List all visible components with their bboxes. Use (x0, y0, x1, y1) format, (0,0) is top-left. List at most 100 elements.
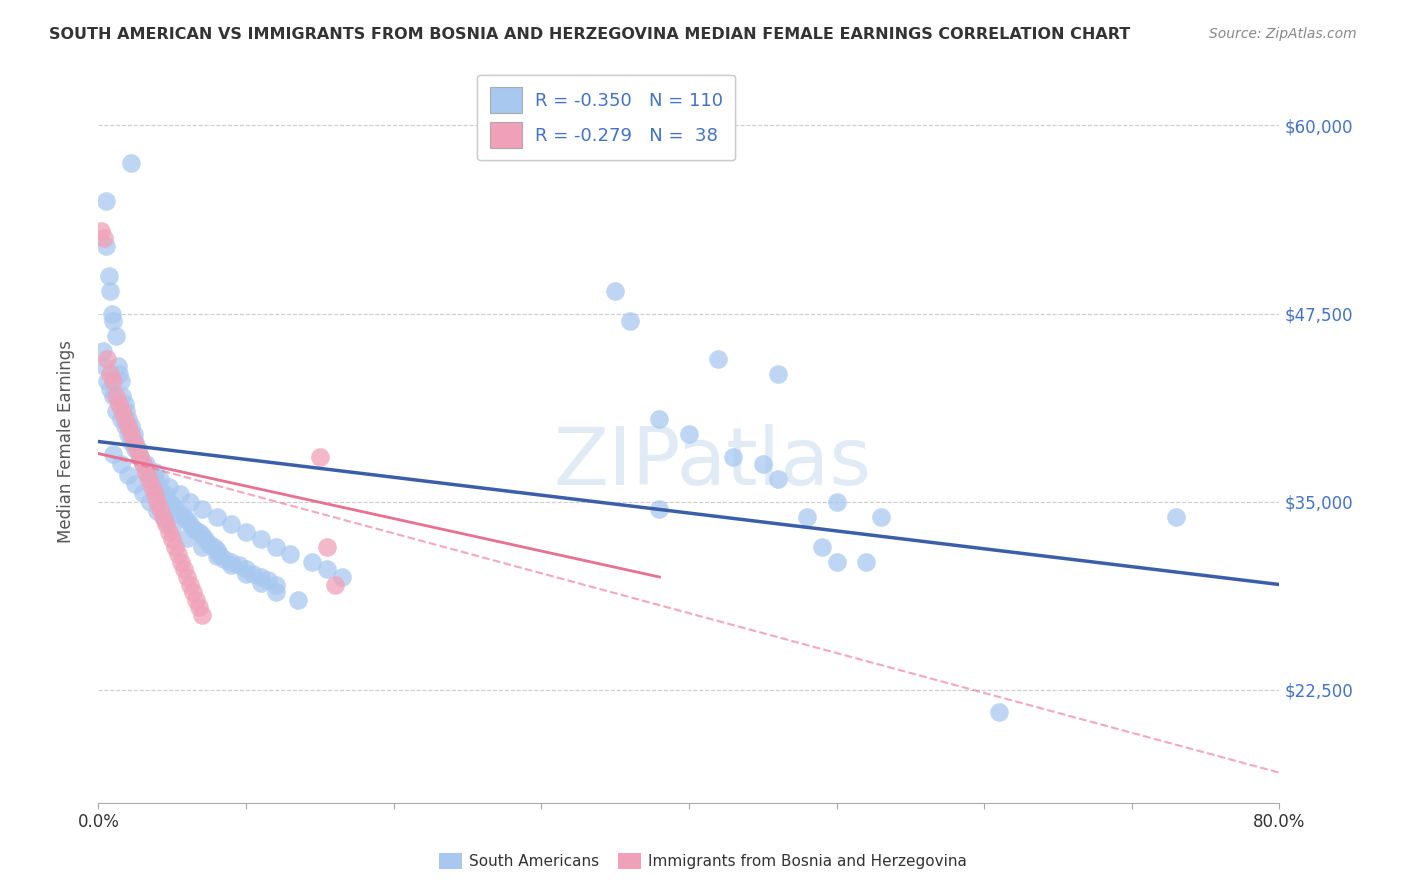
Point (187, 600, 209, 615)
Point (170, 555, 193, 569)
Point (825, 555, 848, 569)
Point (128, 450, 150, 464)
Point (128, 450, 150, 464)
Point (114, 419, 136, 434)
Point (139, 494, 162, 508)
Point (111, 389, 134, 403)
Point (111, 404, 134, 418)
Point (132, 485, 155, 500)
Point (105, 389, 128, 403)
Point (122, 434, 145, 449)
Point (100, 307, 122, 321)
Point (825, 494, 848, 508)
Point (194, 533, 217, 547)
Point (250, 570, 273, 584)
Point (110, 457, 132, 471)
Legend: South Americans, Immigrants from Bosnia and Herzegovina: South Americans, Immigrants from Bosnia … (433, 847, 973, 875)
Point (103, 375, 125, 389)
Point (120, 156, 142, 170)
Point (264, 540, 287, 554)
Text: SOUTH AMERICAN VS IMMIGRANTS FROM BOSNIA AND HERZEGOVINA MEDIAN FEMALE EARNINGS : SOUTH AMERICAN VS IMMIGRANTS FROM BOSNIA… (49, 27, 1130, 42)
Point (146, 504, 169, 518)
Point (257, 573, 280, 587)
Point (250, 576, 273, 591)
Point (157, 494, 180, 508)
Point (212, 552, 235, 566)
Point (96, 375, 118, 389)
Point (184, 592, 207, 607)
Point (146, 480, 169, 494)
Point (97, 268, 120, 283)
Point (179, 577, 201, 591)
Point (108, 367, 131, 381)
Point (120, 427, 142, 442)
Point (153, 487, 176, 501)
Point (149, 502, 172, 516)
Point (796, 509, 818, 524)
Point (870, 509, 893, 524)
Point (162, 498, 183, 512)
Point (191, 540, 214, 554)
Point (157, 524, 180, 539)
Point (165, 502, 187, 516)
Point (316, 562, 339, 576)
Point (301, 555, 323, 569)
Point (120, 419, 142, 434)
Legend: R = -0.350   N = 110, R = -0.279   N =  38: R = -0.350 N = 110, R = -0.279 N = 38 (477, 75, 735, 161)
Point (146, 494, 169, 508)
Y-axis label: Median Female Earnings: Median Female Earnings (56, 340, 75, 543)
Point (103, 446, 125, 460)
Text: Source: ZipAtlas.com: Source: ZipAtlas.com (1209, 27, 1357, 41)
Point (117, 419, 139, 434)
Point (250, 533, 273, 547)
Point (110, 375, 132, 389)
Point (98, 284, 121, 298)
Point (205, 542, 228, 557)
Point (135, 465, 157, 479)
Point (235, 567, 257, 582)
Point (205, 549, 228, 563)
Point (323, 577, 346, 591)
Point (221, 517, 243, 532)
Point (122, 427, 145, 442)
Point (208, 548, 231, 562)
Point (138, 472, 160, 486)
Point (107, 359, 129, 374)
Point (648, 412, 671, 426)
Point (135, 465, 157, 479)
Point (165, 540, 187, 554)
Point (766, 472, 789, 486)
Point (221, 558, 243, 572)
Point (124, 476, 146, 491)
Point (176, 531, 198, 545)
Point (169, 507, 191, 521)
Text: ZIPatlas: ZIPatlas (554, 425, 872, 502)
Point (205, 509, 228, 524)
Point (235, 524, 257, 539)
Point (176, 513, 198, 527)
Point (149, 483, 172, 497)
Point (191, 528, 214, 542)
Point (287, 592, 309, 607)
Point (127, 442, 149, 456)
Point (117, 412, 139, 426)
Point (173, 562, 195, 576)
Point (124, 434, 146, 449)
Point (179, 517, 201, 532)
Point (179, 494, 201, 508)
Point (191, 502, 214, 516)
Point (235, 562, 257, 576)
Point (96, 351, 118, 366)
Point (117, 467, 139, 482)
Point (132, 457, 155, 471)
Point (125, 442, 148, 456)
Point (723, 450, 745, 464)
Point (221, 555, 243, 569)
Point (228, 558, 250, 572)
Point (153, 513, 176, 527)
Point (152, 509, 174, 524)
Point (202, 540, 225, 554)
Point (766, 367, 789, 381)
Point (605, 284, 627, 298)
Point (132, 457, 155, 471)
